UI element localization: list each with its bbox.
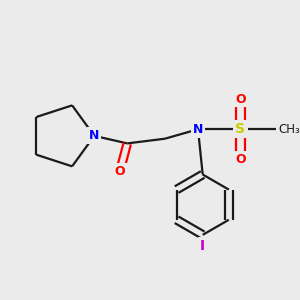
Text: N: N xyxy=(89,129,100,142)
Text: N: N xyxy=(193,123,203,136)
Text: O: O xyxy=(235,93,246,106)
Text: I: I xyxy=(200,239,205,253)
Text: S: S xyxy=(236,122,245,136)
Text: O: O xyxy=(114,165,125,178)
Text: O: O xyxy=(235,153,246,166)
Text: CH₃: CH₃ xyxy=(278,123,300,136)
